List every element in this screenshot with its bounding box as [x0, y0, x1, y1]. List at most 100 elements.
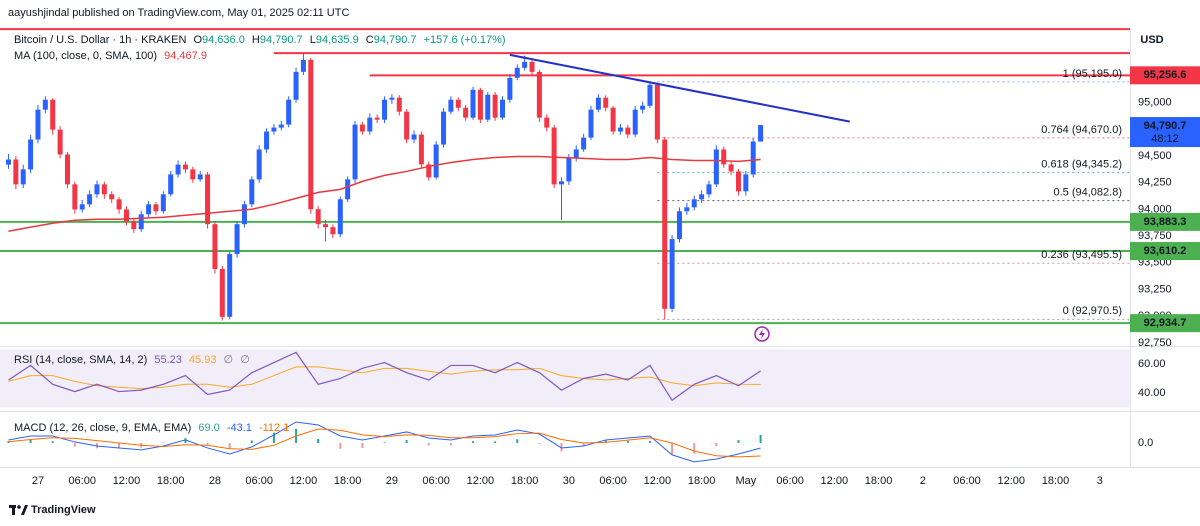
axis-layer: 27 06:00 12:00 18:00 28 06:00 12:00 18:00 29 06:0… — [0, 28, 1200, 487]
candle-body — [168, 174, 174, 195]
alert-icon[interactable] — [754, 326, 770, 342]
ohlc-key: L — [310, 34, 316, 46]
candle-body — [750, 141, 756, 175]
brand-logo — [9, 505, 28, 515]
x-tick-label: 29 — [386, 475, 398, 487]
alert-circle — [754, 326, 770, 342]
macd-histogram-bar — [538, 442, 541, 444]
macd-histogram-bar — [604, 440, 607, 443]
candle-body — [28, 139, 34, 170]
macd-histogram-bar — [671, 442, 674, 455]
candle-body — [367, 117, 373, 132]
candle-body — [595, 97, 601, 110]
candle-body — [470, 89, 476, 118]
candle-body — [551, 127, 557, 185]
rsi-legend: RSI (14, close, SMA, 14, 2) 55.23 45.93 … — [14, 354, 250, 366]
candle-body — [691, 199, 697, 208]
macd-legend: MACD (12, 26, close, 9, EMA, EMA) 69.0 -… — [14, 422, 289, 434]
candle-body — [522, 61, 528, 68]
candle-body — [573, 149, 579, 158]
fib-label: 0 (92,970.5) — [1063, 305, 1122, 317]
candle-body — [57, 129, 63, 155]
levels-layer: 1 (95,195.0) 0.764 (94,670.0) 0.618 (94,34… — [0, 28, 1130, 325]
candle-body — [566, 157, 572, 182]
candle-body — [175, 164, 181, 175]
y-tick-label: 94,250 — [1138, 177, 1172, 189]
candle-body — [743, 174, 749, 192]
candle-body — [448, 99, 454, 112]
x-tick-label: 06:00 — [68, 475, 96, 487]
candle-body — [463, 107, 469, 118]
macd-hist-value: 69.0 — [198, 422, 219, 434]
candle-body — [219, 269, 225, 317]
candle-body — [323, 224, 329, 228]
candle-body — [758, 125, 764, 142]
candle-body — [315, 209, 321, 225]
symbol: Bitcoin / U.S. Dollar · 1h · KRAKEN — [14, 34, 186, 46]
level-price-label: 93,883.3 — [1144, 216, 1187, 228]
level-price-tag — [1130, 212, 1200, 231]
y-tick-label: 93,750 — [1138, 230, 1172, 242]
x-tick-label: 18:00 — [865, 475, 893, 487]
candle-body — [138, 214, 144, 230]
candle-body — [441, 111, 447, 145]
candle-body — [640, 105, 646, 110]
macd-histogram-bar — [7, 441, 10, 443]
macd-histogram-bar — [715, 442, 718, 447]
x-tick-label: 06:00 — [245, 475, 273, 487]
candle-body — [662, 139, 668, 309]
macd-histogram-bar — [759, 434, 762, 443]
candle-body — [389, 97, 395, 100]
candle-body — [676, 211, 682, 240]
candle-body — [529, 61, 535, 72]
last-price-label: 94,790.7 — [1144, 120, 1187, 132]
macd-histogram-bar — [626, 440, 629, 443]
candle-body — [249, 179, 255, 205]
x-tick-label: 2 — [920, 475, 926, 487]
candle-body — [382, 99, 388, 120]
macd-histogram-bar — [51, 441, 54, 443]
macd-histogram-bar — [516, 439, 519, 443]
y-tick-label: 93,250 — [1138, 283, 1172, 295]
ohlc-value: 94,790.7 — [374, 34, 417, 46]
x-tick-label: 06:00 — [776, 475, 804, 487]
macd-histogram-bar — [560, 442, 563, 452]
macd-histogram-bar — [29, 439, 32, 443]
change: +157.6 (+0.17%) — [424, 34, 506, 46]
macd-histogram-bar — [472, 441, 475, 443]
candle-body — [79, 204, 85, 210]
trendline — [509, 53, 850, 123]
last-price-tag — [1130, 117, 1200, 148]
x-tick-label: 06:00 — [422, 475, 450, 487]
ohlc-key: C — [366, 34, 374, 46]
candle-body — [197, 174, 203, 180]
candle-body — [123, 209, 129, 222]
fib-label: 0.5 (94,082.8) — [1054, 187, 1123, 199]
logo-part — [21, 505, 28, 515]
candle-body — [735, 171, 741, 192]
candle-body — [42, 99, 48, 110]
candle-body — [64, 154, 70, 185]
logo-part — [12, 505, 15, 515]
x-tick-label: 12:00 — [821, 475, 849, 487]
y-tick-label: 60.00 — [1138, 358, 1166, 370]
candle-body — [13, 159, 19, 185]
x-tick-label: 12:00 — [467, 475, 495, 487]
candle-body — [699, 194, 705, 200]
macd-line — [8, 421, 761, 463]
candle-body — [625, 127, 631, 135]
candle-body — [374, 117, 380, 120]
x-tick-label: 3 — [1097, 475, 1103, 487]
logo-part — [17, 505, 21, 509]
candle-body — [212, 224, 218, 270]
candle-body — [588, 109, 594, 138]
candle-body — [404, 111, 410, 140]
fib-label: 1 (95,195.0) — [1063, 68, 1122, 80]
macd-signal-value: -112.1 — [259, 422, 289, 434]
candle-body — [50, 99, 56, 130]
brand: TradingView — [31, 504, 96, 516]
candle-body — [669, 239, 675, 309]
macd-histogram-bar — [693, 442, 696, 454]
